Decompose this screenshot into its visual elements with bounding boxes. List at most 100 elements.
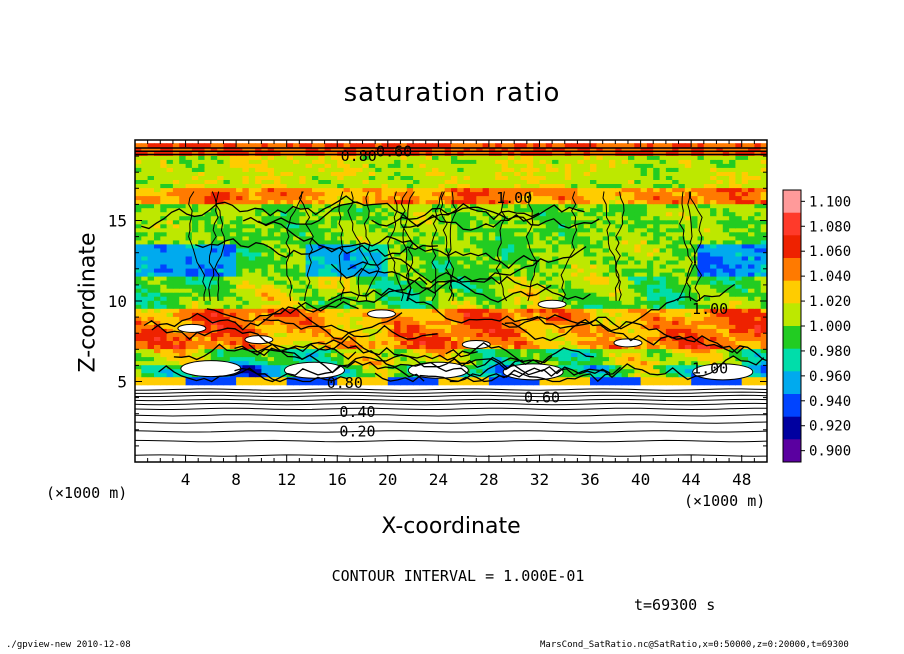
field-cell xyxy=(413,183,420,189)
field-cell xyxy=(147,272,155,277)
field-cell xyxy=(710,223,717,229)
field-cell xyxy=(678,231,686,237)
field-cell xyxy=(703,320,711,325)
field-cell xyxy=(204,288,212,293)
field-cell xyxy=(229,223,237,229)
field-cell xyxy=(659,332,667,337)
field-cell xyxy=(533,276,541,281)
field-cell xyxy=(299,243,307,249)
field-cell xyxy=(312,312,319,317)
field-cell xyxy=(684,316,692,321)
field-cell xyxy=(179,235,187,241)
field-cell xyxy=(191,191,199,197)
field-cell xyxy=(621,219,629,225)
field-cell xyxy=(387,203,395,209)
field-cell xyxy=(223,215,231,221)
field-cell xyxy=(722,231,730,237)
field-cell xyxy=(507,284,515,289)
field-cell xyxy=(185,320,193,325)
field-cell xyxy=(141,348,149,354)
field-cell xyxy=(255,360,262,366)
field-cell xyxy=(697,227,705,233)
field-cell xyxy=(141,211,149,217)
field-cell xyxy=(172,255,180,261)
field-cell xyxy=(217,320,225,325)
field-cell xyxy=(602,308,610,313)
field-cell xyxy=(147,292,155,297)
field-cell xyxy=(735,187,743,193)
field-cell xyxy=(223,340,231,345)
field-cell xyxy=(558,199,566,205)
field-cell xyxy=(672,207,680,213)
field-cell xyxy=(507,380,515,386)
field-cell xyxy=(375,203,383,209)
field-cell xyxy=(236,380,243,386)
field-cell xyxy=(330,268,338,273)
field-cell xyxy=(691,344,699,350)
field-cell xyxy=(716,251,724,257)
field-cell xyxy=(659,276,667,281)
field-cell xyxy=(628,243,635,249)
field-cell xyxy=(539,183,547,189)
field-cell xyxy=(160,259,168,265)
field-cell xyxy=(337,211,345,217)
field-cell xyxy=(564,243,572,249)
field-cell xyxy=(318,211,326,217)
field-cell xyxy=(501,352,509,358)
field-cell xyxy=(539,255,547,261)
field-cell xyxy=(312,191,319,197)
field-cell xyxy=(236,296,243,301)
field-cell xyxy=(343,324,351,329)
field-cell xyxy=(488,235,496,241)
field-cell xyxy=(590,324,597,329)
field-cell xyxy=(697,308,705,313)
field-cell xyxy=(646,199,654,205)
field-cell xyxy=(476,316,484,321)
field-cell xyxy=(577,312,585,317)
field-cell xyxy=(545,292,553,297)
field-cell xyxy=(634,187,642,193)
field-cell xyxy=(141,259,149,265)
field-cell xyxy=(217,272,225,277)
field-cell xyxy=(191,320,199,325)
field-cell xyxy=(754,356,762,362)
field-cell xyxy=(438,259,446,265)
field-cell xyxy=(722,292,730,297)
field-cell xyxy=(691,187,699,193)
field-cell xyxy=(602,251,610,257)
field-cell xyxy=(286,356,294,362)
field-cell xyxy=(621,376,629,382)
field-cell xyxy=(274,340,281,345)
field-cell xyxy=(425,231,433,237)
field-cell xyxy=(160,336,168,341)
field-cell xyxy=(267,372,275,378)
field-cell xyxy=(501,344,509,350)
field-cell xyxy=(375,356,383,362)
field-cell xyxy=(191,308,199,313)
field-cell xyxy=(141,284,149,289)
field-cell xyxy=(312,380,319,386)
field-cell xyxy=(274,199,281,205)
field-cell xyxy=(602,292,610,297)
field-cell xyxy=(602,231,610,237)
field-cell xyxy=(596,328,604,333)
field-cell xyxy=(602,364,610,370)
field-cell xyxy=(147,300,155,305)
field-cell xyxy=(242,332,250,337)
field-cell xyxy=(501,227,509,233)
field-cell xyxy=(697,352,705,358)
field-cell xyxy=(274,239,281,245)
field-cell xyxy=(609,352,616,358)
field-cell xyxy=(261,231,269,237)
field-cell xyxy=(703,324,711,329)
field-cell xyxy=(533,380,541,386)
field-cell xyxy=(286,380,294,386)
field-cell xyxy=(748,219,755,225)
field-cell xyxy=(425,296,433,301)
field-cell xyxy=(324,376,332,382)
field-cell xyxy=(609,227,616,233)
field-cell xyxy=(154,304,161,309)
field-cell xyxy=(659,308,667,313)
field-cell xyxy=(665,251,673,257)
field-cell xyxy=(217,280,225,285)
